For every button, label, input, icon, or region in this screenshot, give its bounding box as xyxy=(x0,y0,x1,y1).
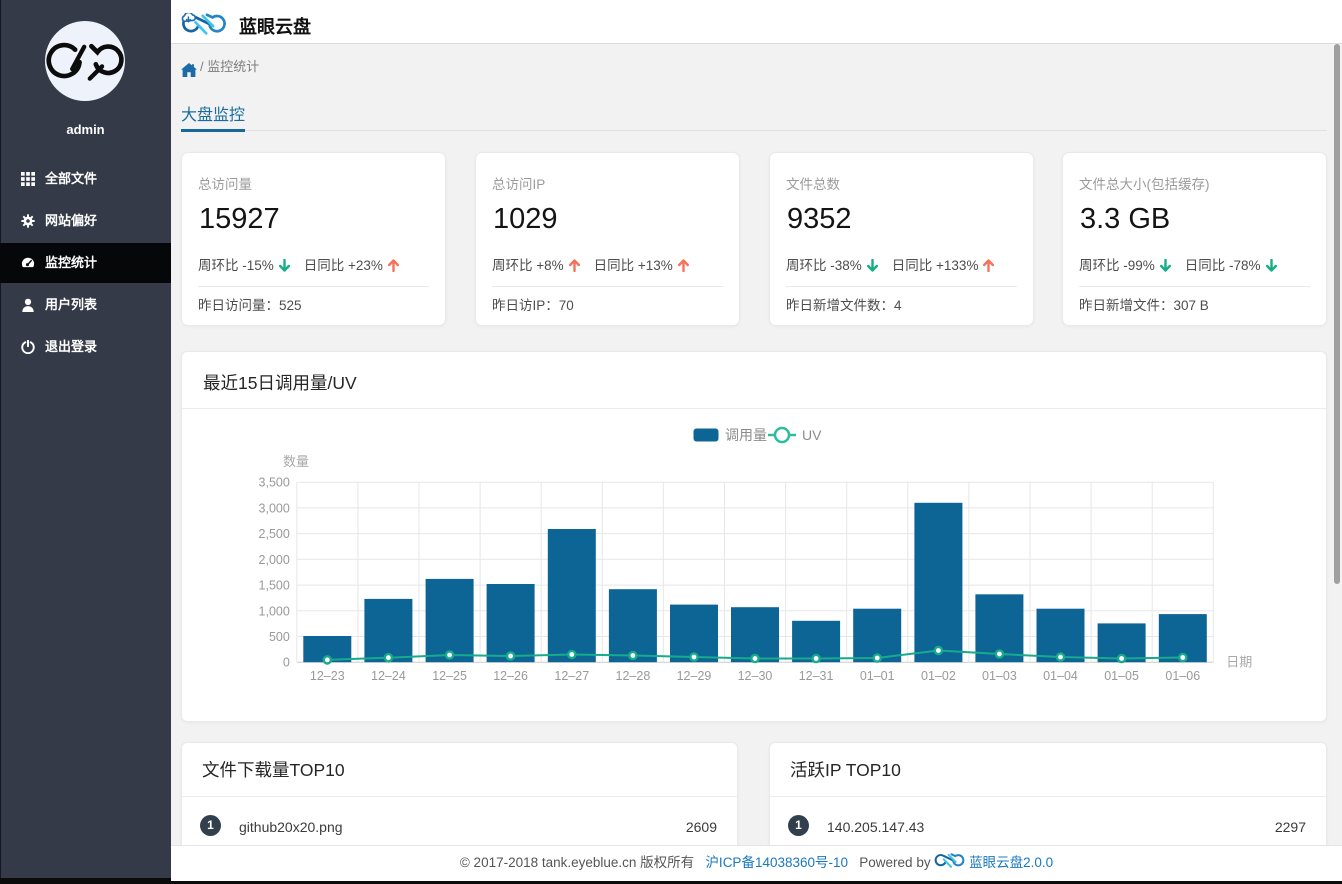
svg-text:12–28: 12–28 xyxy=(616,669,651,683)
svg-text:数量: 数量 xyxy=(283,454,309,469)
svg-text:0: 0 xyxy=(283,656,290,670)
svg-text:01–03: 01–03 xyxy=(982,669,1017,683)
svg-text:3,000: 3,000 xyxy=(259,501,290,515)
svg-text:12–24: 12–24 xyxy=(371,669,406,683)
svg-text:500: 500 xyxy=(269,630,290,644)
svg-text:调用量: 调用量 xyxy=(725,427,767,443)
svg-text:01–04: 01–04 xyxy=(1043,669,1078,683)
svg-text:1,000: 1,000 xyxy=(259,604,290,618)
svg-text:12–23: 12–23 xyxy=(310,669,345,683)
svg-text:12–27: 12–27 xyxy=(554,669,589,683)
svg-text:日期: 日期 xyxy=(1226,655,1252,670)
svg-text:01–05: 01–05 xyxy=(1104,669,1139,683)
svg-text:01–02: 01–02 xyxy=(921,669,956,683)
svg-text:12–29: 12–29 xyxy=(677,669,712,683)
svg-text:2,500: 2,500 xyxy=(259,527,290,541)
svg-text:01–06: 01–06 xyxy=(1165,669,1200,683)
svg-text:01–01: 01–01 xyxy=(860,669,895,683)
svg-text:3,500: 3,500 xyxy=(259,476,290,490)
svg-text:12–30: 12–30 xyxy=(738,669,773,683)
svg-text:12–31: 12–31 xyxy=(799,669,834,683)
svg-text:2,000: 2,000 xyxy=(259,553,290,567)
svg-text:12–26: 12–26 xyxy=(493,669,528,683)
svg-text:UV: UV xyxy=(802,427,822,443)
svg-text:1,500: 1,500 xyxy=(259,579,290,593)
svg-text:12–25: 12–25 xyxy=(432,669,467,683)
